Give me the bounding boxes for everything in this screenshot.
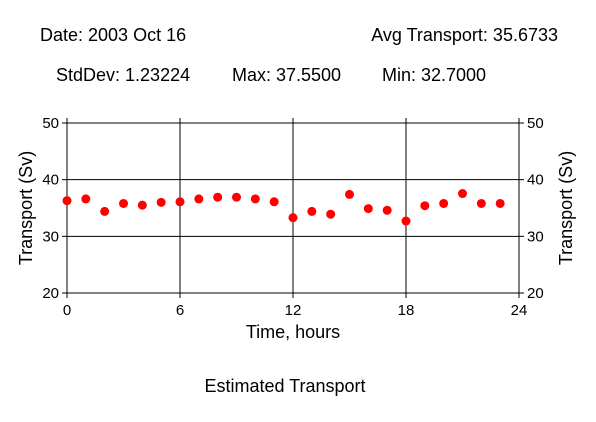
data-point bbox=[232, 192, 241, 202]
data-point bbox=[420, 201, 430, 211]
data-point bbox=[345, 189, 354, 199]
avg-transport-label: Avg Transport: 35.6733 bbox=[371, 25, 558, 45]
y-tick-label-left: 20 bbox=[42, 285, 59, 302]
data-point bbox=[194, 194, 204, 204]
data-point bbox=[326, 209, 336, 219]
chart-caption: Estimated Transport bbox=[204, 376, 366, 396]
data-point bbox=[119, 198, 128, 208]
data-point bbox=[250, 194, 260, 204]
data-point bbox=[288, 213, 298, 223]
data-point bbox=[100, 206, 110, 216]
y-tick-label-left: 40 bbox=[42, 172, 59, 189]
stddev-label: StdDev: 1.23224 bbox=[56, 65, 191, 85]
data-point bbox=[458, 189, 467, 199]
y-axis-label-left: Transport (Sv) bbox=[16, 151, 36, 265]
data-point bbox=[476, 198, 486, 208]
y-tick-label-right: 50 bbox=[527, 115, 544, 132]
min-label: Min: 32.7000 bbox=[382, 65, 487, 85]
y-tick-label-right: 40 bbox=[527, 172, 544, 189]
data-point bbox=[495, 198, 505, 208]
x-tick-label: 12 bbox=[285, 302, 302, 319]
x-tick-label: 18 bbox=[398, 302, 415, 319]
x-axis-label: Time, hours bbox=[246, 322, 340, 342]
gridlines bbox=[67, 123, 519, 293]
data-point bbox=[439, 198, 449, 208]
data-point bbox=[62, 196, 72, 206]
data-point bbox=[156, 197, 166, 207]
y-tick-label-left: 50 bbox=[42, 115, 59, 132]
x-tick-label: 24 bbox=[511, 302, 528, 319]
x-tick-label: 6 bbox=[176, 302, 184, 319]
data-point bbox=[213, 192, 223, 202]
date-label: Date: 2003 Oct 16 bbox=[40, 25, 187, 45]
data-point bbox=[137, 200, 147, 210]
data-point bbox=[81, 194, 91, 204]
data-point bbox=[382, 205, 392, 215]
y-axis-label-right: Transport (Sv) bbox=[556, 151, 576, 265]
data-point bbox=[175, 197, 185, 207]
y-tick-label-right: 20 bbox=[527, 285, 544, 302]
axis-ticks bbox=[62, 118, 524, 298]
data-points bbox=[62, 189, 505, 226]
max-label: Max: 37.5500 bbox=[232, 65, 342, 85]
y-tick-label-right: 30 bbox=[527, 228, 544, 245]
y-tick-label-left: 30 bbox=[42, 228, 59, 245]
data-point bbox=[363, 204, 373, 214]
data-point bbox=[307, 206, 317, 216]
x-tick-label: 0 bbox=[63, 302, 71, 319]
data-point bbox=[269, 197, 279, 207]
data-point bbox=[401, 216, 411, 226]
